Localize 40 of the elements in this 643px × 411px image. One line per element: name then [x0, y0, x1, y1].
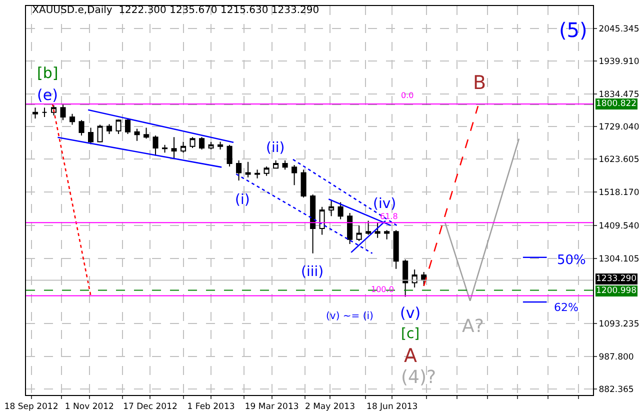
annotation: A — [404, 345, 417, 367]
y-tick-label: 1623.605 — [598, 155, 640, 166]
annotation: [c] — [401, 326, 420, 342]
x-tick-label: 2 May 2013 — [304, 402, 356, 411]
y-tick-label: 1093.235 — [598, 320, 640, 330]
x-tick-label: 19 Mar 2013 — [244, 402, 299, 411]
ref-line-label: 1200.998 — [596, 286, 637, 296]
y-tick-label: 882.365 — [598, 384, 634, 395]
annotation: B — [473, 72, 486, 94]
annotation: 50% — [557, 253, 586, 268]
x-tick-label: 18 Jun 2013 — [366, 402, 418, 411]
annotation: (i) — [235, 192, 250, 208]
annotation: [b] — [37, 64, 58, 82]
y-tick-label: 1304.105 — [598, 254, 640, 264]
annotation: (e) — [37, 86, 58, 104]
annotation: (v) ~= (i) — [326, 311, 374, 322]
y-tick-label: 2045.345 — [598, 24, 640, 34]
y-tick-label: 1729.040 — [598, 122, 640, 133]
annotation: 62% — [554, 301, 578, 314]
ref-line-label: 1800.822 — [596, 99, 637, 109]
annotation: (5) — [559, 18, 588, 42]
annotation: A? — [462, 316, 484, 337]
x-tick-label: 1 Feb 2013 — [187, 402, 235, 411]
x-tick-label: 17 Dec 2012 — [123, 402, 178, 411]
y-tick-label: 1518.170 — [598, 188, 640, 198]
y-tick-label: 1409.540 — [598, 222, 640, 232]
annotation: 0.0 — [401, 91, 414, 100]
y-tick-label: 987.800 — [598, 352, 634, 362]
annotation: 100.0 — [371, 285, 394, 294]
annotation: (iii) — [301, 264, 324, 280]
y-tick-label: 1939.910 — [598, 57, 640, 68]
ref-line-label: 1233.290 — [596, 274, 637, 284]
annotation: 61.8 — [380, 212, 398, 221]
annotation: (4)? — [401, 367, 436, 388]
annotation: (v) — [400, 304, 421, 322]
x-tick-label: 1 Nov 2012 — [64, 402, 114, 411]
x-tick-label: 18 Sep 2012 — [4, 402, 58, 411]
y-tick-label: 1834.475 — [598, 90, 640, 100]
annotation: (ii) — [266, 140, 285, 156]
annotation: (iv) — [373, 196, 396, 212]
